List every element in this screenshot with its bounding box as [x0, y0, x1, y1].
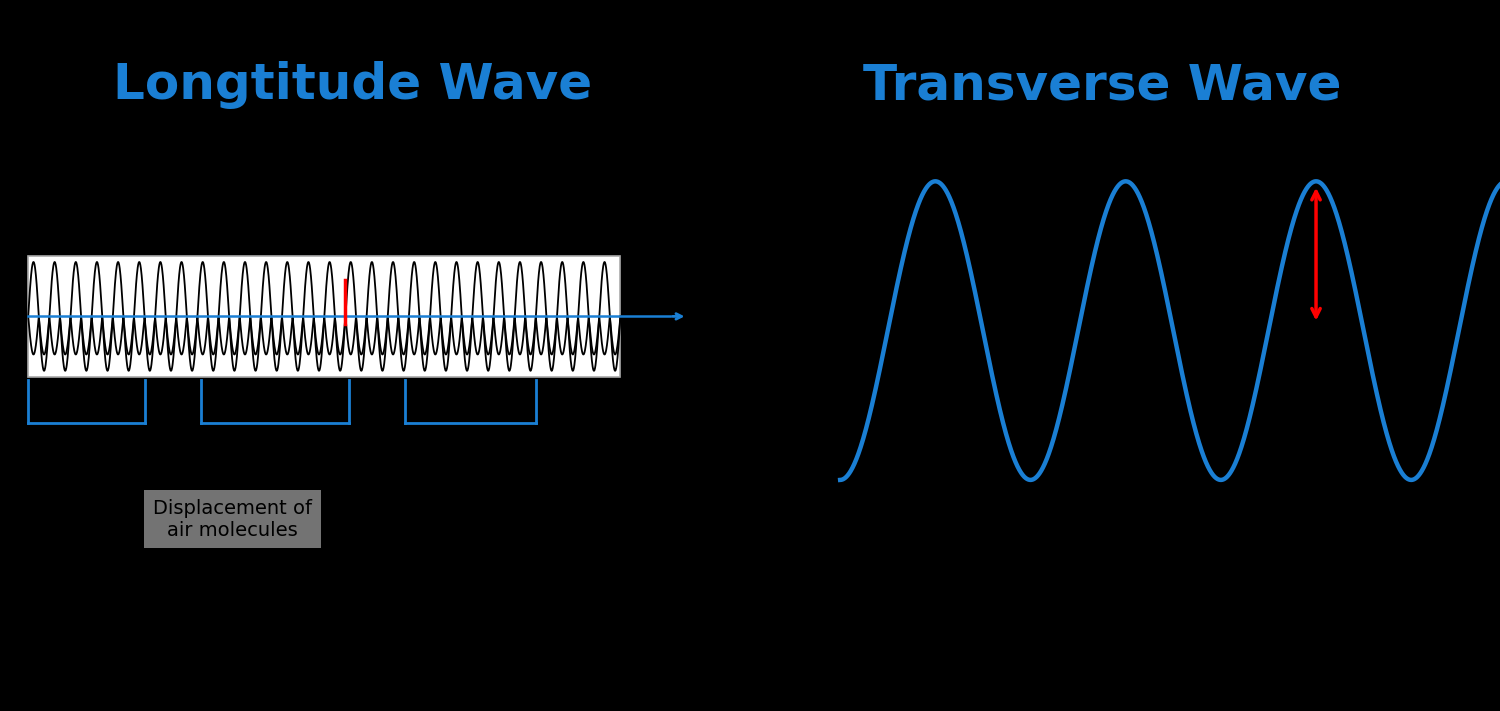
- Text: Longtitude Wave: Longtitude Wave: [112, 61, 592, 109]
- Text: Transverse Wave: Transverse Wave: [864, 61, 1341, 109]
- Text: Displacement of
air molecules: Displacement of air molecules: [153, 498, 312, 540]
- FancyBboxPatch shape: [28, 256, 621, 377]
